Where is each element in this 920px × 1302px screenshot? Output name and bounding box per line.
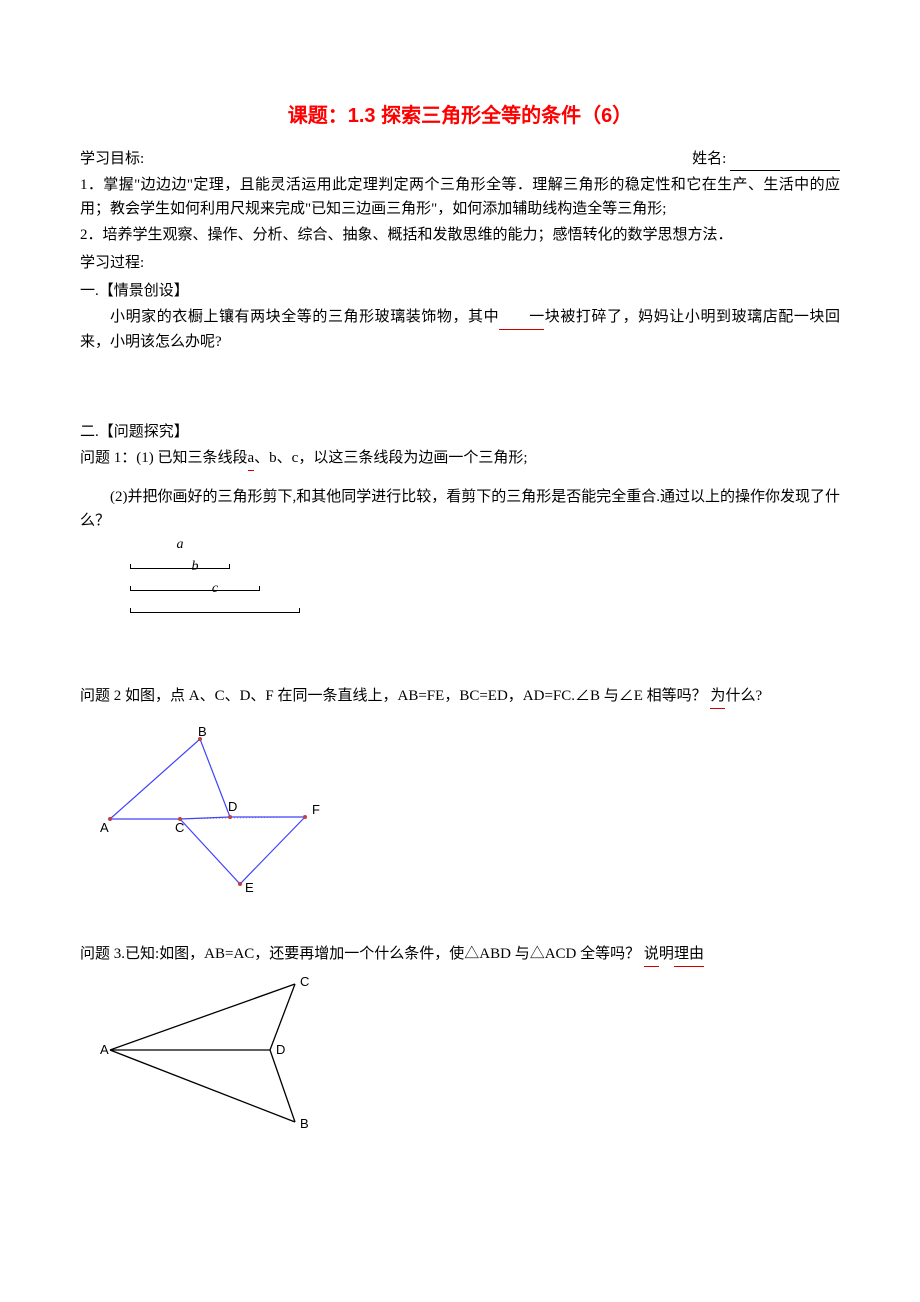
lbl-c: C	[175, 820, 184, 835]
q3-c: 理由	[674, 942, 704, 967]
lbl-a: A	[100, 1042, 109, 1057]
lesson-title: 课题：1.3 探索三角形全等的条件（6）	[80, 100, 840, 132]
goal-2: 2．培养学生观察、操作、分析、综合、抽象、概括和发散思维的能力；感悟转化的数学思…	[80, 223, 840, 247]
spacer	[80, 624, 840, 684]
section-1-heading: 一.【情景创设】	[80, 279, 840, 303]
seg-c-label: c	[212, 578, 218, 600]
q3-a: 问题 3.已知:如图，AB=AC，还要再增加一个什么条件，使△ABD 与△ACD…	[80, 946, 640, 962]
lbl-b: B	[300, 1116, 309, 1131]
page: 课题：1.3 探索三角形全等的条件（6） 学习目标: 姓名: 1．掌握"边边边"…	[0, 0, 920, 1302]
seg-b-label: b	[192, 556, 199, 578]
lbl-d: D	[276, 1042, 285, 1057]
goals-label: 学习目标:	[80, 147, 144, 171]
name-field: 姓名:	[692, 147, 840, 171]
segments-diagram: a b c	[130, 548, 330, 614]
lbl-d: D	[228, 799, 237, 814]
q2-a: 问题 2 如图，点 A、C、D、F 在同一条直线上，AB=FE，BC=ED，AD…	[80, 688, 707, 704]
q2-diagram: A B C D F E	[90, 724, 840, 902]
q3-svg: A C D B	[100, 972, 350, 1132]
tri-cef	[180, 817, 305, 884]
q3-diagram: A C D B	[100, 972, 840, 1140]
q3-text: 问题 3.已知:如图，AB=AC，还要再增加一个什么条件，使△ABD 与△ACD…	[80, 942, 840, 967]
spacer	[80, 902, 840, 942]
lbl-c: C	[300, 974, 309, 989]
section-2-heading: 二.【问题探究】	[80, 420, 840, 444]
lbl-b: B	[198, 724, 207, 739]
q1-1a: 问题 1：(1) 已知三条线段	[80, 450, 248, 466]
q3-u: 说	[644, 942, 659, 967]
q1-part1: 问题 1：(1) 已知三条线段a、b、c，以这三条线段为边画一个三角形;	[80, 446, 840, 471]
spacer	[80, 356, 840, 416]
name-row: 学习目标: 姓名:	[80, 147, 840, 171]
edge-cd	[270, 984, 295, 1050]
name-blank	[730, 170, 840, 171]
s1-u: 一	[499, 305, 544, 330]
q1-1b: 、b、c，以这三条线段为边画一个三角形;	[254, 450, 527, 466]
edge-ab	[110, 1050, 295, 1122]
lbl-a: A	[100, 820, 109, 835]
lbl-e: E	[245, 880, 254, 894]
pt-d	[228, 815, 232, 819]
q2-svg: A B C D F E	[90, 724, 350, 894]
q1-part2: (2)并把你画好的三角形剪下,和其他同学进行比较，看剪下的三角形是否能完全重合.…	[80, 485, 840, 533]
tri-abd	[110, 739, 230, 819]
edge-cd	[180, 817, 230, 819]
s1-a: 小明家的衣橱上镶有两块全等的三角形玻璃装饰物，其中	[110, 309, 499, 325]
section-1-text: 小明家的衣橱上镶有两块全等的三角形玻璃装饰物，其中一块被打碎了，妈妈让小明到玻璃…	[80, 305, 840, 354]
process-label: 学习过程:	[80, 251, 840, 275]
edge-ac	[110, 984, 295, 1050]
pt-f	[303, 815, 307, 819]
pt-e	[238, 882, 242, 886]
q2-u: 为	[710, 684, 725, 709]
q2-text: 问题 2 如图，点 A、C、D、F 在同一条直线上，AB=FE，BC=ED，AD…	[80, 684, 840, 709]
seg-c-line	[130, 612, 300, 614]
name-label: 姓名:	[692, 151, 726, 167]
seg-a-label: a	[177, 534, 184, 556]
q2-b: 什么?	[725, 688, 762, 704]
lbl-f: F	[312, 802, 320, 817]
edge-db	[270, 1050, 295, 1122]
q3-b: 明	[659, 946, 674, 962]
goal-1: 1．掌握"边边边"定理，且能灵活运用此定理判定两个三角形全等．理解三角形的稳定性…	[80, 173, 840, 221]
